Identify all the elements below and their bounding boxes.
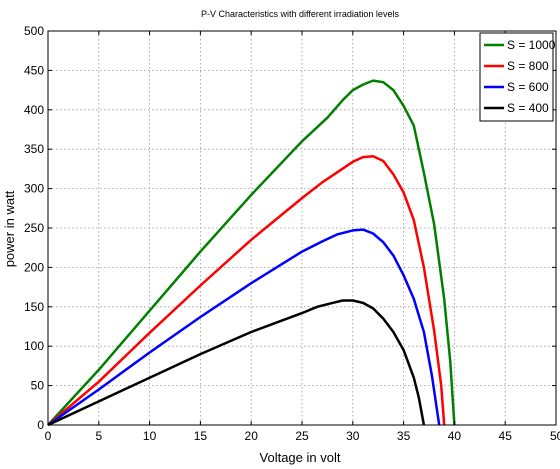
- x-tick-label: 40: [448, 429, 462, 443]
- x-tick-label: 35: [397, 429, 411, 443]
- legend-label: S = 400: [507, 101, 549, 115]
- x-tick-label: 30: [346, 429, 360, 443]
- x-axis-ticks: 0 5 10 15 20 25 30 35 40 45 50: [45, 31, 560, 443]
- x-tick-label: 10: [143, 429, 157, 443]
- y-tick-label: 300: [24, 182, 44, 196]
- x-axis-title: Voltage in volt: [260, 450, 341, 465]
- y-tick-label: 450: [24, 63, 44, 77]
- legend-label: S = 800: [507, 59, 549, 73]
- x-tick-label: 0: [45, 429, 52, 443]
- series-line-4: [47, 299, 426, 427]
- y-tick-label: 400: [24, 103, 44, 117]
- legend-label: S = 1000: [507, 38, 556, 52]
- legend-box: [479, 32, 554, 122]
- series-layer: [47, 79, 456, 427]
- x-tick-label: 15: [194, 429, 208, 443]
- legend-label: S = 600: [507, 80, 549, 94]
- y-tick-label: 200: [24, 260, 44, 274]
- chart-title: P-V Characteristics with different irrad…: [201, 9, 399, 19]
- y-axis-title: power in watt: [2, 190, 17, 267]
- series-line-1: [47, 79, 456, 426]
- series-line-3: [47, 228, 441, 427]
- y-axis-ticks: 0 50 100 150 200 250 300 350 400 450 500: [24, 24, 556, 432]
- y-tick-label: 100: [24, 339, 44, 353]
- x-tick-label: 45: [499, 429, 513, 443]
- x-tick-label: 5: [95, 429, 102, 443]
- legend: S = 1000 S = 800 S = 600 S = 400: [479, 32, 556, 122]
- y-tick-label: 350: [24, 142, 44, 156]
- x-tick-label: 25: [295, 429, 309, 443]
- y-tick-label: 50: [31, 379, 45, 393]
- x-tick-label: 20: [245, 429, 259, 443]
- series-line-2: [47, 155, 446, 426]
- y-tick-label: 150: [24, 300, 44, 314]
- x-tick-label: 50: [550, 429, 560, 443]
- y-tick-label: 250: [24, 221, 44, 235]
- y-tick-label: 0: [37, 418, 44, 432]
- y-tick-label: 500: [24, 24, 44, 38]
